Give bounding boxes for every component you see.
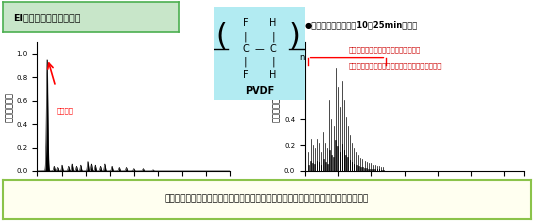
X-axis label: m/z: m/z xyxy=(408,188,422,197)
Text: —: — xyxy=(255,44,264,54)
Text: |: | xyxy=(271,31,275,42)
Text: ●マスススペクトル（10～25min積算）: ●マスススペクトル（10～25min積算） xyxy=(305,20,418,29)
Text: ): ) xyxy=(288,22,300,51)
Text: F: F xyxy=(243,18,249,28)
Text: C: C xyxy=(242,44,249,54)
Text: H: H xyxy=(270,18,277,28)
Text: モノマー: モノマー xyxy=(57,107,74,114)
Text: |: | xyxy=(244,56,248,67)
Text: |: | xyxy=(244,31,248,42)
Text: EI法（電子イオン化法）: EI法（電子イオン化法） xyxy=(13,13,81,22)
Y-axis label: アバンダンス: アバンダンス xyxy=(272,91,281,122)
Y-axis label: アバンダンス: アバンダンス xyxy=(5,91,14,122)
Text: n: n xyxy=(300,54,305,62)
Text: C: C xyxy=(270,44,277,54)
Text: フラグメントイオンのみが検出され、: フラグメントイオンのみが検出され、 xyxy=(349,46,421,53)
Text: ●クロマトグラム: ●クロマトグラム xyxy=(37,20,83,29)
Text: 検出されたモノマーから樹脂の種類は特定できるが、高分子量の熱分解生成物は不明: 検出されたモノマーから樹脂の種類は特定できるが、高分子量の熱分解生成物は不明 xyxy=(165,195,369,204)
Text: F: F xyxy=(243,70,249,80)
Text: 分子イオン非検出のため熱分解物の組成式は不明: 分子イオン非検出のため熱分解物の組成式は不明 xyxy=(349,63,442,69)
Text: H: H xyxy=(270,70,277,80)
Text: (: ( xyxy=(216,22,227,51)
Text: |: | xyxy=(271,56,275,67)
Text: PVDF: PVDF xyxy=(245,85,274,96)
X-axis label: 保持時間（分）: 保持時間（分） xyxy=(118,188,150,197)
